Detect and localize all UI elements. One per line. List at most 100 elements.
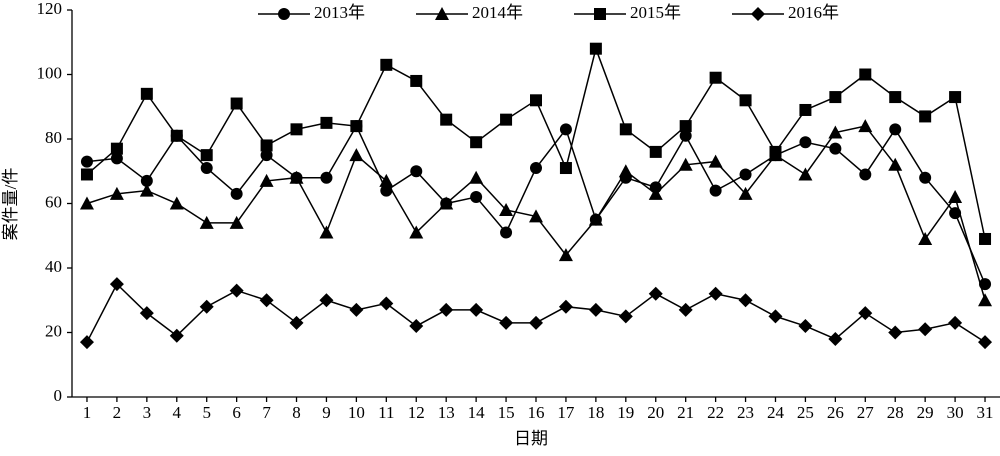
data-point — [439, 196, 454, 210]
data-point — [738, 186, 753, 200]
data-point — [469, 302, 484, 317]
legend-marker — [751, 7, 765, 21]
x-tick-label: 9 — [322, 403, 331, 422]
data-point — [619, 123, 632, 136]
data-point — [559, 162, 572, 175]
data-point — [499, 202, 514, 216]
data-point — [859, 68, 872, 81]
data-point — [289, 315, 304, 330]
legend-label: 2013年 — [314, 3, 365, 22]
data-point — [678, 157, 693, 171]
legend-label: 2014年 — [472, 3, 523, 22]
x-tick-label: 23 — [737, 403, 754, 422]
x-tick-label: 25 — [797, 403, 814, 422]
data-point — [170, 129, 183, 142]
legend-label: 2016年 — [788, 3, 839, 22]
data-point — [889, 91, 902, 104]
data-point — [80, 168, 93, 181]
x-tick-label: 5 — [202, 403, 211, 422]
x-tick-label: 17 — [557, 403, 575, 422]
x-tick-label: 11 — [378, 403, 394, 422]
data-point — [559, 123, 572, 136]
x-tick-label: 18 — [587, 403, 604, 422]
legend-marker — [594, 8, 606, 20]
x-tick-label: 14 — [468, 403, 486, 422]
data-point — [949, 91, 962, 104]
x-tick-label: 7 — [262, 403, 271, 422]
data-point — [708, 286, 723, 301]
data-point — [949, 207, 962, 220]
data-point — [199, 299, 214, 314]
data-point — [109, 186, 124, 200]
data-point — [618, 309, 633, 324]
data-point — [979, 278, 992, 291]
x-tick-label: 3 — [143, 403, 152, 422]
data-point — [499, 315, 514, 330]
data-point — [828, 125, 843, 139]
data-point — [918, 231, 933, 245]
data-point — [678, 302, 693, 317]
x-tick-label: 15 — [498, 403, 515, 422]
x-tick-label: 12 — [408, 403, 425, 422]
data-point — [709, 71, 722, 84]
x-tick-label: 30 — [947, 403, 964, 422]
y-tick-label: 120 — [37, 0, 63, 18]
data-point — [589, 42, 602, 55]
data-point — [379, 296, 394, 311]
data-point — [768, 309, 783, 324]
data-point — [708, 154, 723, 168]
data-point — [410, 74, 423, 87]
data-point — [979, 232, 992, 245]
data-point — [558, 248, 573, 262]
data-point — [588, 302, 603, 317]
data-point — [828, 331, 843, 346]
data-point — [739, 94, 752, 107]
data-point — [798, 319, 813, 334]
data-point — [229, 215, 244, 229]
data-point — [829, 142, 842, 155]
data-point — [649, 145, 662, 158]
data-point — [948, 190, 963, 204]
data-point — [919, 110, 932, 123]
x-tick-label: 10 — [348, 403, 365, 422]
data-point — [109, 277, 124, 292]
x-tick-label: 22 — [707, 403, 724, 422]
data-point — [530, 162, 542, 175]
data-point — [859, 168, 872, 181]
y-tick-label: 40 — [45, 257, 62, 276]
data-point — [140, 87, 153, 100]
data-point — [319, 293, 334, 308]
x-tick-label: 28 — [887, 403, 904, 422]
data-point — [978, 335, 993, 350]
data-point — [919, 171, 932, 184]
data-point — [229, 283, 244, 298]
data-point — [889, 123, 902, 136]
x-tick-label: 1 — [83, 403, 92, 422]
x-tick-label: 4 — [173, 403, 182, 422]
data-point — [289, 170, 304, 184]
data-point — [918, 322, 933, 337]
data-point — [80, 155, 93, 168]
data-point — [799, 103, 812, 116]
data-point — [409, 225, 424, 239]
data-point — [558, 299, 573, 314]
data-point — [529, 315, 543, 330]
data-point — [440, 113, 453, 126]
series-line — [86, 124, 986, 285]
data-point — [230, 187, 243, 200]
data-point — [470, 136, 483, 149]
data-point — [260, 139, 273, 152]
x-tick-label: 27 — [857, 403, 875, 422]
data-point — [858, 119, 873, 133]
data-point — [380, 184, 393, 197]
data-point — [319, 225, 334, 239]
data-point — [679, 129, 692, 142]
data-point — [439, 302, 454, 317]
data-point — [888, 157, 903, 171]
data-point — [139, 183, 154, 197]
x-tick-label: 19 — [617, 403, 634, 422]
data-point — [829, 91, 842, 104]
data-point — [500, 113, 513, 126]
data-point — [888, 325, 903, 340]
